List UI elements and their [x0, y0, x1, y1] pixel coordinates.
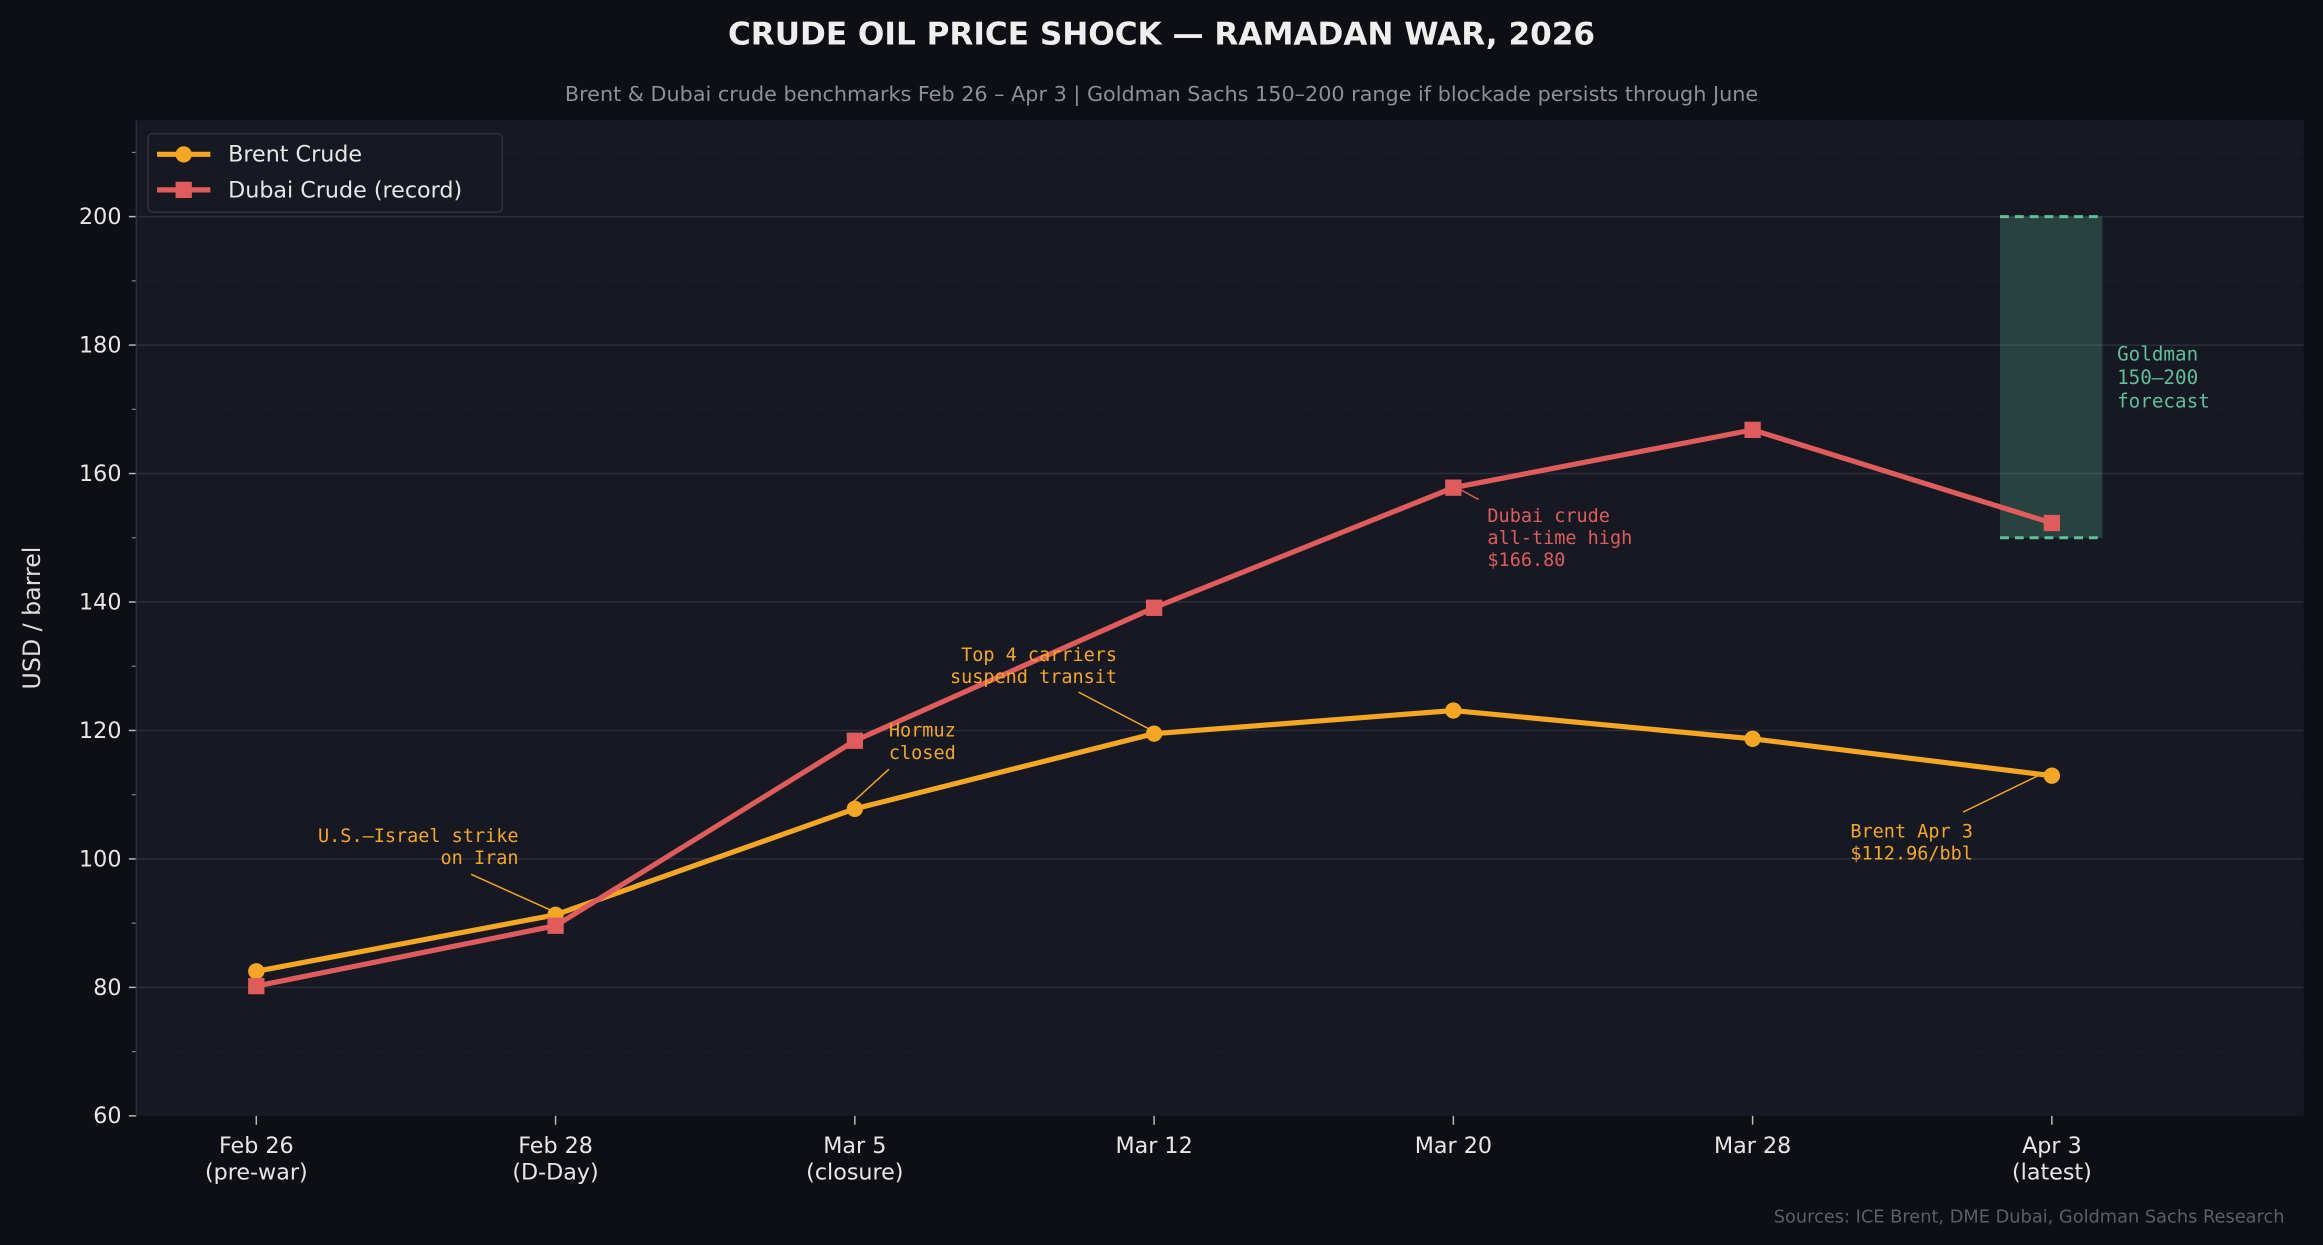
data-point	[846, 800, 863, 817]
annotation-text: all-time high	[1487, 528, 1632, 549]
legend-marker-circle	[175, 146, 192, 163]
annotation-text: on Iran	[441, 848, 519, 869]
x-tick-label: Feb 26	[219, 1133, 294, 1159]
annotation-arrow	[1078, 691, 1150, 730]
legend: Brent Crude Dubai Crude (record)	[147, 132, 503, 213]
data-point	[2043, 767, 2061, 784]
annotation-arrow	[849, 768, 890, 805]
y-tick-label: 140	[79, 589, 121, 615]
series-group	[248, 421, 2061, 995]
forecast-label: 150–200	[2117, 366, 2198, 389]
annotation-text: $112.96/bbl	[1850, 844, 1973, 865]
data-point	[1744, 421, 1761, 439]
y-tick-label: 100	[79, 846, 121, 872]
annotation-text: Dubai crude	[1487, 506, 1610, 527]
data-point	[248, 963, 265, 980]
annotation-text: Hormuz	[889, 721, 956, 742]
x-tick-label: Mar 12	[1115, 1133, 1192, 1159]
x-tick-label: (latest)	[2012, 1160, 2092, 1186]
annotation-arrow	[1962, 770, 2048, 813]
data-point	[1445, 702, 1462, 719]
x-tick-label: Feb 28	[518, 1133, 593, 1159]
data-point	[1445, 479, 1462, 496]
y-tick-label: 180	[79, 332, 121, 358]
forecast-band	[2000, 216, 2103, 538]
y-tick-label: 60	[93, 1103, 121, 1129]
data-point	[1145, 599, 1163, 616]
annotation-text: U.S.–Israel strike	[318, 826, 518, 847]
annotation-text: Brent Apr 3	[1850, 821, 1973, 842]
x-tick-label: (closure)	[806, 1160, 903, 1186]
annotation-text: closed	[889, 743, 956, 764]
x-tick-label: (D-Day)	[512, 1160, 598, 1186]
x-tick-label: Mar 20	[1415, 1133, 1492, 1159]
data-point	[248, 977, 265, 995]
legend-label: Brent Crude	[228, 142, 362, 168]
axes: 60 80 100 120 140 160 180 200 Feb 26(pre-war) Feb…	[79, 120, 2092, 1186]
data-point	[2043, 514, 2061, 532]
legend-marker-square	[175, 181, 192, 199]
y-tick-label: 120	[79, 718, 121, 744]
y-tick-label: 160	[79, 461, 121, 487]
forecast-label: forecast	[2117, 390, 2210, 413]
source-note: Sources: ICE Brent, DME Dubai, Goldman S…	[1774, 1208, 2285, 1228]
plot-area	[136, 120, 2304, 1116]
data-point	[1145, 725, 1163, 742]
forecast-label: Goldman	[2117, 342, 2198, 365]
chart-subtitle: Brent & Dubai crude benchmarks Feb 26 – …	[565, 82, 1758, 107]
legend-label: Dubai Crude (record)	[228, 177, 462, 203]
annotation-text: Top 4 carriers	[961, 645, 1117, 666]
x-tick-label: Mar 5	[823, 1133, 886, 1159]
y-axis-label: USD / barrel	[18, 547, 46, 690]
legend-box	[147, 132, 503, 213]
data-point	[846, 732, 863, 749]
annotation-arrow	[1448, 482, 1479, 501]
annotation-arrow	[470, 873, 552, 912]
y-tick-label: 80	[93, 975, 121, 1001]
x-tick-label: (pre-war)	[205, 1160, 308, 1186]
series-1	[248, 421, 2061, 995]
data-point	[1744, 730, 1761, 747]
x-tick-label: Mar 28	[1714, 1133, 1791, 1159]
chart-title: CRUDE OIL PRICE SHOCK — RAMADAN WAR, 202…	[728, 17, 1595, 53]
x-tick-label: Apr 3	[2022, 1133, 2082, 1159]
y-tick-label: 200	[79, 204, 121, 230]
data-point	[547, 917, 564, 934]
annotation-text: $166.80	[1487, 550, 1565, 571]
annotation-text: suspend transit	[950, 667, 1117, 688]
